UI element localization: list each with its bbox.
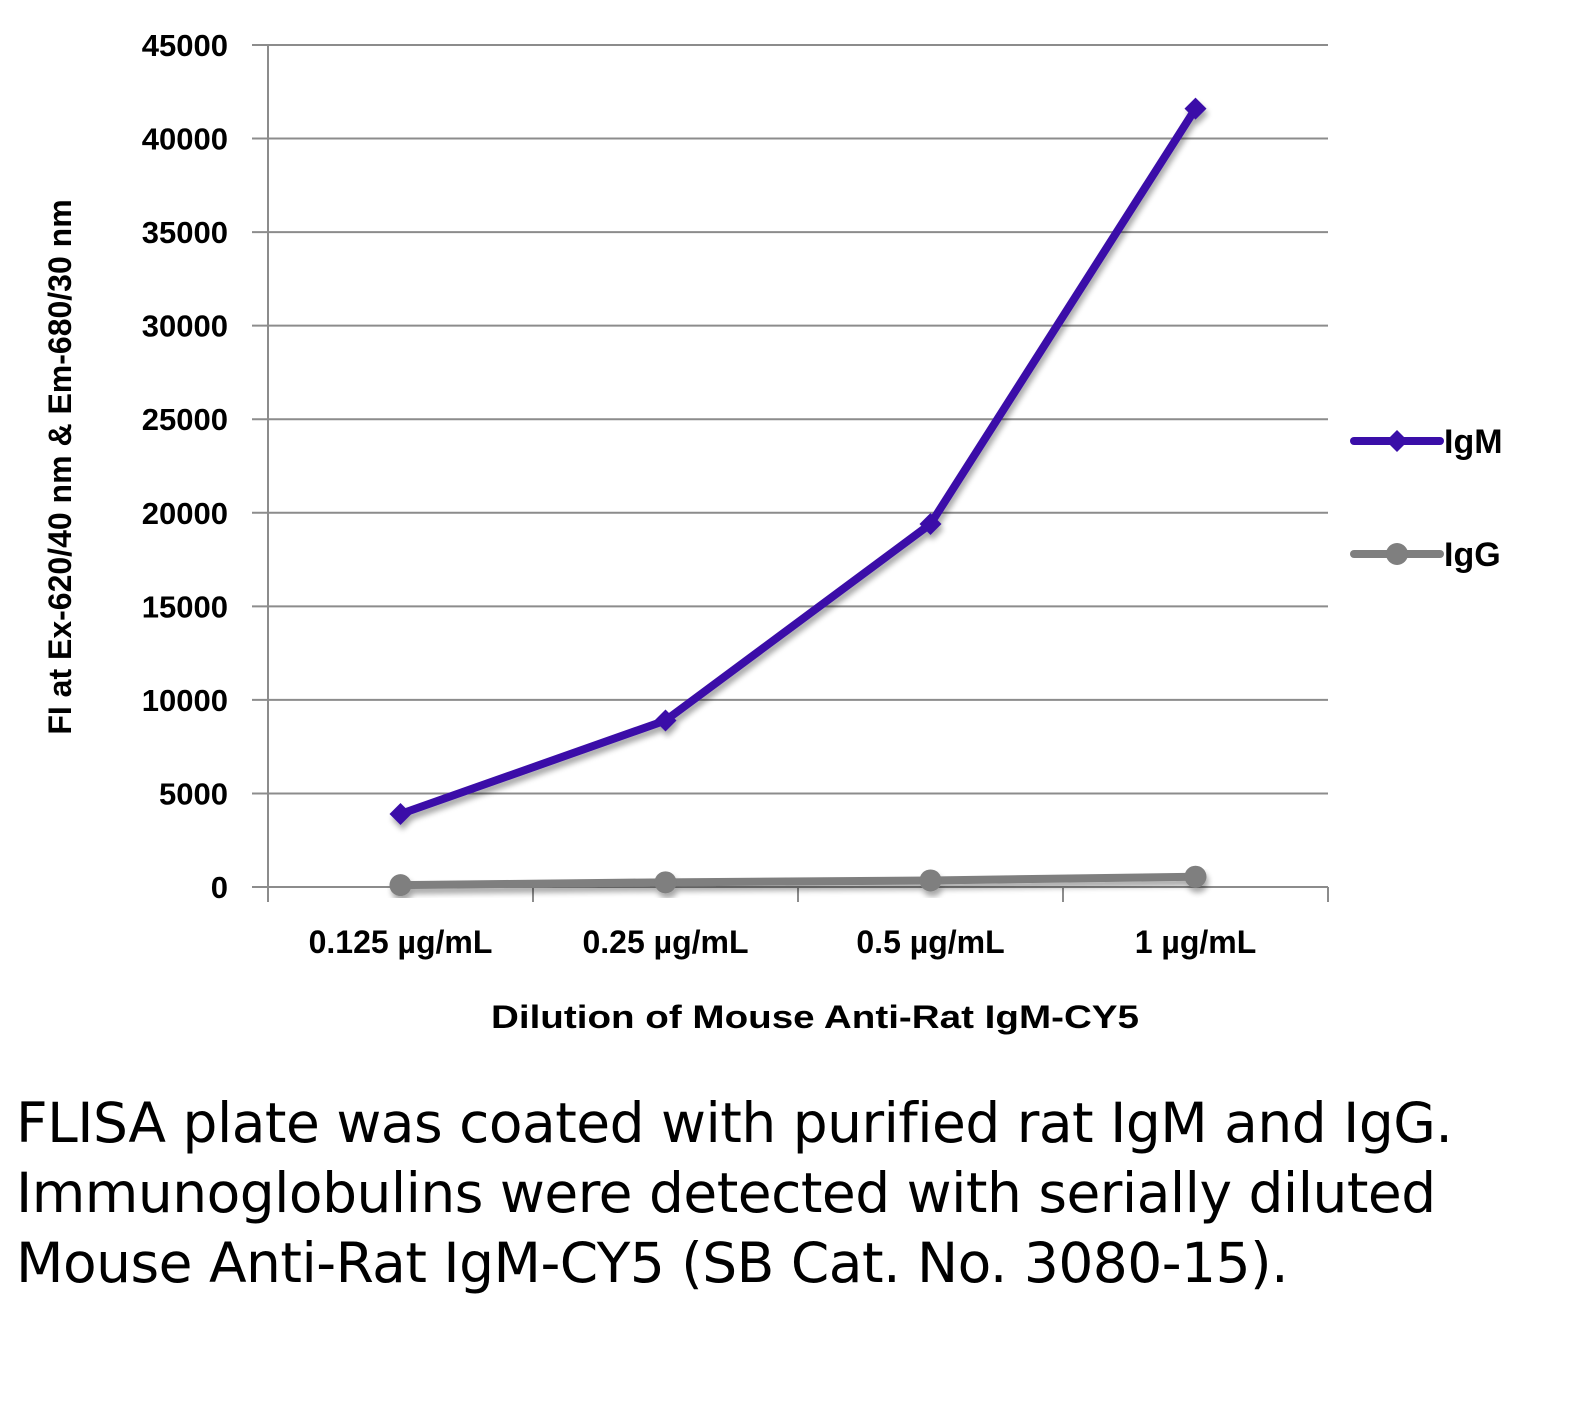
data-point-igg	[919, 869, 942, 892]
series-igm	[389, 97, 1207, 826]
legend-label: IgM	[1444, 423, 1503, 461]
legend-marker	[1386, 430, 1408, 452]
legend-marker	[1386, 543, 1408, 565]
series-igg	[389, 865, 1207, 897]
data-point-igg	[654, 871, 677, 894]
y-axis-title: FI at Ex-620/40 nm & Em-680/30 nm	[42, 199, 78, 734]
data-point-igg	[389, 874, 412, 897]
line-chart: 0 5000 10000 15000 20000 25000 30000 35000 40000…	[42, 28, 1503, 1035]
y-tick-label: 0	[211, 870, 228, 905]
legend-item-igg: IgG	[1350, 536, 1501, 574]
y-tick-label: 25000	[142, 402, 228, 437]
y-tick-label: 10000	[142, 683, 228, 718]
legend-label: IgG	[1444, 536, 1501, 574]
data-point-igm	[1184, 97, 1207, 120]
y-tick-label: 35000	[142, 215, 228, 250]
y-tick-label: 40000	[142, 122, 228, 157]
series-lines	[389, 97, 1207, 897]
series-line-igm	[396, 104, 1200, 819]
x-tick-label: 1 µg/mL	[1135, 924, 1257, 960]
x-tick-label: 0.125 µg/mL	[309, 924, 493, 960]
data-point-igm	[654, 709, 677, 732]
data-point-igm	[389, 803, 412, 826]
x-axis-title: Dilution of Mouse Anti-Rat IgM-CY5	[491, 999, 1139, 1035]
legend: IgM IgG	[1350, 423, 1503, 574]
x-tick-label: 0.25 µg/mL	[582, 924, 748, 960]
y-tick-label: 30000	[142, 309, 228, 344]
data-point-igg	[1184, 865, 1207, 888]
x-tick-label: 0.5 µg/mL	[856, 924, 1004, 960]
data-point-igm	[919, 513, 942, 536]
x-tick-labels: 0.125 µg/mL 0.25 µg/mL 0.5 µg/mL 1 µg/mL	[309, 924, 1257, 960]
y-tick-label: 20000	[142, 496, 228, 531]
series-line-igg	[396, 872, 1200, 890]
legend-item-igm: IgM	[1350, 423, 1503, 461]
gridlines	[252, 44, 1328, 795]
y-tick-label: 5000	[159, 776, 228, 811]
figure-caption: FLISA plate was coated with purified rat…	[16, 1091, 1453, 1295]
y-tick-labels: 0 5000 10000 15000 20000 25000 30000 35000 40000…	[142, 28, 228, 905]
y-tick-label: 15000	[142, 589, 228, 624]
y-tick-label: 45000	[142, 28, 228, 63]
axes	[252, 45, 1329, 902]
